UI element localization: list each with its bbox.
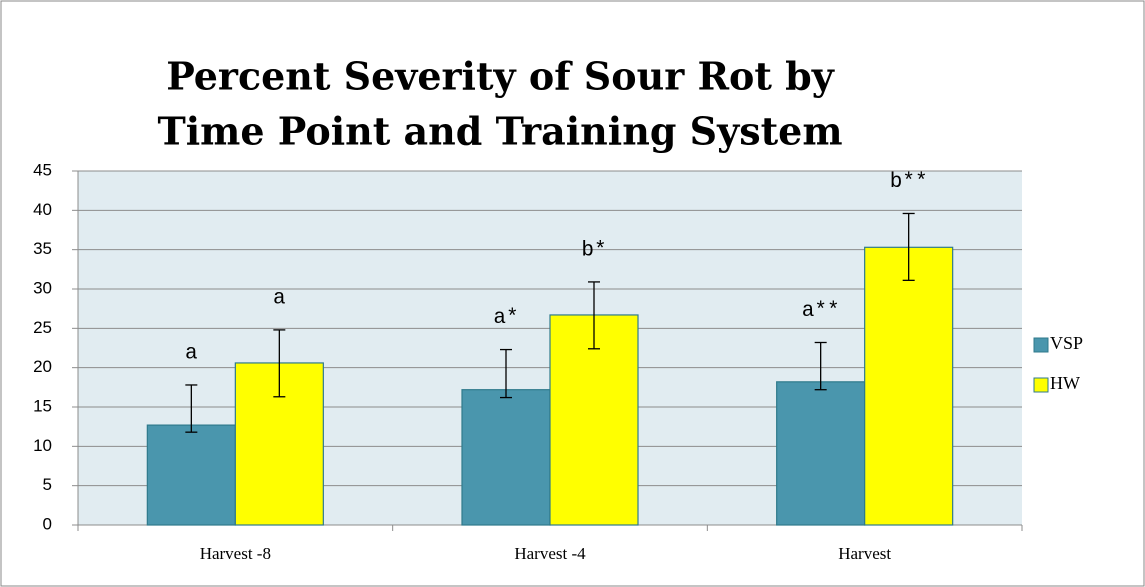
annotation: a** bbox=[802, 300, 840, 323]
x-tick-label: Harvest -4 bbox=[514, 544, 586, 563]
bar bbox=[776, 381, 866, 526]
annotation: b* bbox=[581, 239, 606, 262]
legend-swatch bbox=[1033, 377, 1049, 393]
y-tick-label: 40 bbox=[33, 200, 52, 219]
annotation: b** bbox=[890, 171, 928, 194]
chart-title: Percent Severity of Sour Rot by bbox=[166, 54, 835, 99]
y-tick-label: 5 bbox=[43, 475, 52, 494]
bar bbox=[864, 246, 954, 526]
annotation: a bbox=[185, 343, 198, 366]
bar bbox=[146, 424, 236, 526]
legend-label: VSP bbox=[1050, 333, 1083, 353]
y-tick-label: 20 bbox=[33, 357, 52, 376]
chart-title: Time Point and Training System bbox=[157, 109, 842, 154]
y-tick-label: 10 bbox=[33, 436, 52, 455]
y-tick-label: 25 bbox=[33, 318, 52, 337]
legend-label: HW bbox=[1050, 373, 1080, 393]
annotation: a* bbox=[493, 307, 518, 330]
y-tick-label: 15 bbox=[33, 396, 52, 415]
y-tick-label: 0 bbox=[43, 514, 52, 533]
x-tick-label: Harvest -8 bbox=[200, 544, 271, 563]
annotation: a bbox=[273, 287, 286, 310]
y-tick-label: 45 bbox=[33, 160, 52, 179]
x-tick-label: Harvest bbox=[838, 544, 891, 563]
legend-swatch bbox=[1033, 337, 1049, 353]
y-tick-label: 35 bbox=[33, 239, 52, 258]
bar bbox=[461, 389, 551, 526]
y-tick-label: 30 bbox=[33, 278, 52, 297]
